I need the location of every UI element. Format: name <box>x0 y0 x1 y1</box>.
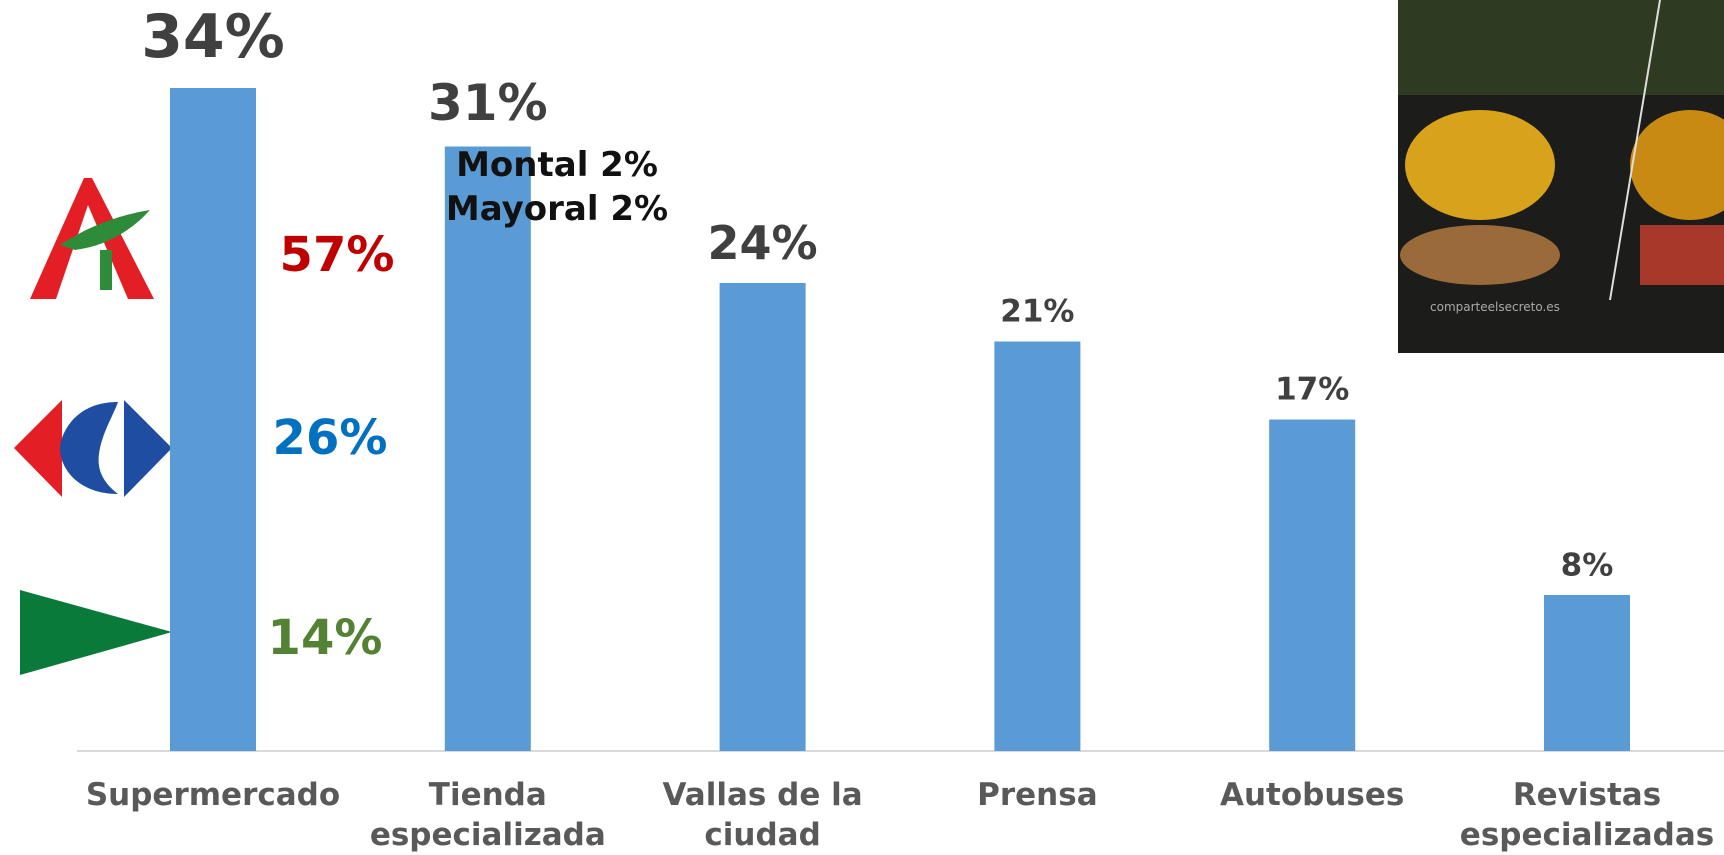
x-tick-label: Vallas de la ciudad <box>633 775 893 855</box>
bar <box>170 88 256 751</box>
carrefour-logo <box>14 400 172 497</box>
bar <box>1269 420 1355 752</box>
x-tick-label: Revistas especializadas <box>1457 775 1717 855</box>
store-share: 26% <box>273 414 388 462</box>
bar <box>720 283 806 751</box>
note: Montal 2% <box>456 148 658 182</box>
bar <box>994 342 1080 752</box>
value-label: 17% <box>1275 375 1349 406</box>
value-label: 34% <box>141 7 285 67</box>
bar <box>1544 595 1630 751</box>
value-label: 31% <box>428 78 548 128</box>
value-label: 21% <box>1000 297 1074 328</box>
auchan-logo <box>30 178 154 299</box>
value-label: 24% <box>708 220 818 266</box>
x-tick-label: Supermercado <box>83 775 343 815</box>
x-tick-label: Prensa <box>907 775 1167 815</box>
chart: comparteelsecreto.es <box>0 0 1724 855</box>
note: Mayoral 2% <box>446 192 668 226</box>
x-tick-label: Tienda especializada <box>358 775 618 855</box>
el-corte-ingles-logo <box>20 590 172 675</box>
image-caption: comparteelsecreto.es <box>1430 300 1560 314</box>
bar <box>445 147 531 752</box>
store-share: 14% <box>268 614 383 662</box>
page: comparteelsecreto.es 34% Supermercado 31% T… <box>0 0 1724 855</box>
x-tick-label: Autobuses <box>1182 775 1442 815</box>
value-label: 8% <box>1561 550 1614 581</box>
store-share: 57% <box>280 231 395 279</box>
